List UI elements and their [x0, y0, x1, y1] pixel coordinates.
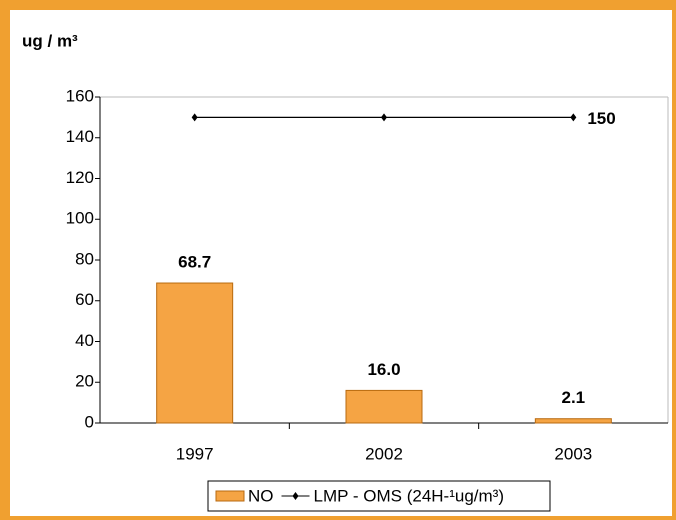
legend-swatch — [215, 490, 245, 502]
marker — [570, 113, 577, 122]
y-tick-label: 140 — [66, 127, 94, 146]
legend-marker — [292, 492, 299, 500]
y-tick-label: 40 — [75, 331, 94, 350]
x-tick-label: 2003 — [554, 444, 592, 463]
y-tick-label: 60 — [75, 290, 94, 309]
y-tick-label: 80 — [75, 249, 94, 268]
data-label: 16.0 — [367, 360, 400, 379]
bar — [345, 389, 423, 424]
data-label: 2.1 — [562, 388, 586, 407]
x-tick-label: 2002 — [365, 444, 403, 463]
panel — [10, 10, 672, 516]
y-tick-label: 20 — [75, 372, 94, 391]
y-axis-label: ug / m³ — [22, 31, 78, 50]
y-tick-label: 160 — [66, 86, 94, 105]
y-tick-label: 100 — [66, 209, 94, 228]
marker — [381, 113, 387, 122]
bar — [534, 418, 612, 424]
x-tick-label: 1997 — [176, 444, 214, 463]
legend-label: NO — [248, 486, 274, 505]
y-tick-label: 0 — [85, 412, 94, 431]
bar — [156, 282, 234, 424]
legend-label: LMP - OMS (24H-¹ug/m³) — [314, 486, 505, 505]
legend-box — [207, 480, 551, 512]
data-label: 150 — [587, 109, 615, 128]
data-label: 68.7 — [178, 253, 211, 272]
y-tick-label: 120 — [66, 168, 94, 187]
marker — [191, 113, 198, 122]
